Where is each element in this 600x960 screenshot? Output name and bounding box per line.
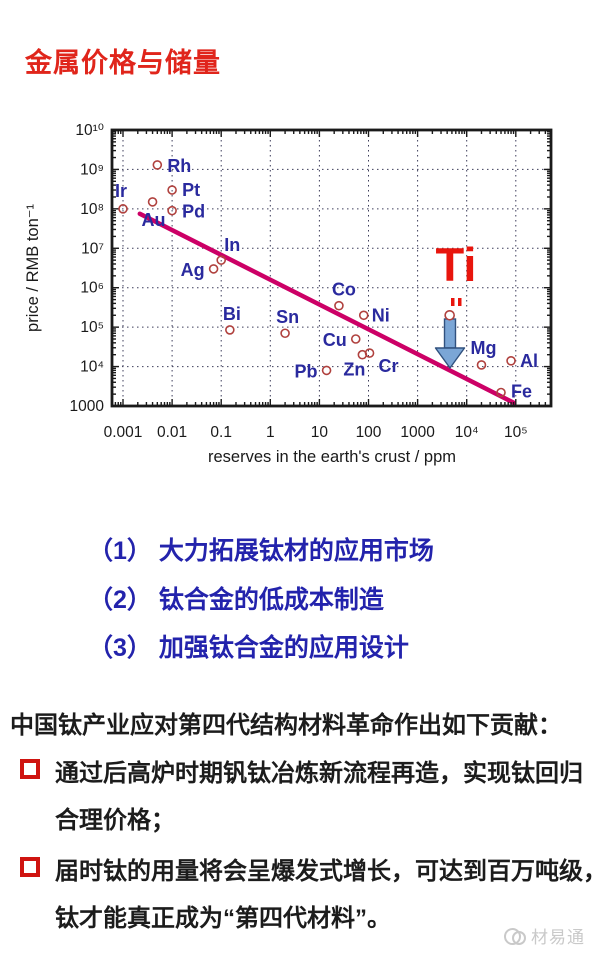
goal-item-1: （1） 大力拓展钛材的应用市场: [88, 537, 434, 565]
y-tick-label: 10⁵: [80, 319, 104, 336]
data-point-In: [216, 255, 226, 265]
bullet-1-line-2: 合理价格；: [55, 807, 175, 834]
point-label-Rh: Rh: [167, 156, 191, 176]
point-label-Ir: Ir: [115, 181, 127, 201]
bullet-1-line-1: 通过后高炉时期钒钛冶炼新流程再造，实现钛回归: [55, 760, 583, 787]
data-point-Au: [147, 197, 158, 207]
y-tick-label: 10¹⁰: [75, 122, 104, 139]
ti-quote-mark: [458, 298, 462, 306]
ti-label: Ti: [436, 238, 477, 291]
point-label-Zn: Zn: [343, 360, 365, 380]
tick-labels: 0.001 0.01 0.1 1 10 100 1000 10⁴ 10⁵ 1000 10⁴ 10⁵ 10…: [70, 122, 528, 441]
data-point-Ti: [444, 309, 455, 321]
watermark-logo-icon: [504, 925, 526, 947]
x-tick-label: 10: [311, 424, 329, 441]
data-point-Al: [506, 356, 516, 366]
bullet-square-icon: [20, 759, 40, 779]
y-tick-label: 10⁷: [81, 240, 104, 257]
x-tick-label: 10⁵: [504, 424, 528, 441]
y-tick-label: 10⁸: [80, 201, 104, 218]
data-point-Mg: [476, 360, 487, 370]
data-point-Pb: [321, 365, 332, 376]
point-label-Cu: Cu: [323, 330, 347, 350]
price-drop-arrow-shaft: [443, 318, 457, 349]
data-point-Fe: [496, 387, 506, 398]
point-label-Al: Al: [520, 351, 538, 371]
price-drop-arrow-head: [434, 347, 466, 369]
point-label-Pb: Pb: [295, 361, 318, 381]
data-point-Pd: [167, 205, 177, 216]
x-tick-label: 1000: [400, 424, 435, 441]
x-tick-label: 0.1: [210, 424, 232, 441]
ti-quote-mark: [451, 298, 455, 306]
point-label-In: In: [224, 235, 240, 255]
data-point-Ni: [358, 310, 369, 321]
bullet-2-line-1: 届时钛的用量将会呈爆发式增长，可达到百万吨级，: [55, 858, 600, 885]
bullet-item-1: 通过后高炉时期钒钛冶炼新流程再造，实现钛回归 合理价格；: [20, 750, 583, 844]
y-tick-label: 1000: [70, 398, 105, 415]
goal-item-3: （3） 加强钛合金的应用设计: [88, 634, 409, 662]
point-label-Cr: Cr: [379, 356, 399, 376]
contribution-heading: 中国钛产业应对第四代结构材料革命作出如下贡献：: [10, 712, 562, 739]
bullet-2-line-2: 钛才能真正成为“第四代材料”。: [55, 905, 391, 932]
data-point-Cr: [364, 348, 375, 358]
data-point-Pt: [167, 185, 177, 195]
point-label-Fe: Fe: [511, 381, 532, 401]
point-label-Au: Au: [142, 210, 166, 230]
watermark: 材易通: [504, 923, 585, 948]
data-point-Co: [334, 300, 344, 311]
x-tick-label: 0.01: [157, 424, 187, 441]
x-tick-label: 1: [266, 424, 275, 441]
price-trend-line: [137, 211, 517, 406]
data-point-Rh: [152, 160, 163, 170]
watermark-text: 材易通: [531, 928, 585, 947]
x-axis-title: reserves in the earth's crust / ppm: [208, 448, 456, 466]
y-axis-title: price / RMB ton⁻¹: [24, 204, 42, 332]
point-label-Sn: Sn: [276, 307, 299, 327]
x-tick-label: 10⁴: [455, 424, 479, 441]
page-title: 金属价格与储量: [25, 48, 221, 78]
point-label-Bi: Bi: [223, 304, 241, 324]
data-point-Ir: [118, 204, 128, 214]
y-tick-label: 10⁶: [80, 280, 104, 297]
point-label-Pt: Pt: [182, 180, 200, 200]
y-tick-label: 10⁹: [80, 161, 104, 178]
y-tick-label: 10⁴: [80, 359, 104, 376]
goal-item-2: （2） 钛合金的低成本制造: [88, 586, 384, 614]
data-point-Bi: [225, 325, 235, 335]
ti-annotation: Ti: [434, 238, 477, 369]
bullet-item-2: 届时钛的用量将会呈爆发式增长，可达到百万吨级， 钛才能真正成为“第四代材料”。: [20, 848, 600, 942]
bullet-square-icon: [20, 857, 40, 877]
x-tick-label: 100: [356, 424, 382, 441]
point-label-Ag: Ag: [181, 260, 205, 280]
plot-frame: [110, 128, 553, 408]
x-tick-label: 0.001: [104, 424, 143, 441]
point-label-Pd: Pd: [182, 202, 205, 222]
data-point-Cu: [350, 334, 361, 344]
data-point-Sn: [280, 328, 290, 339]
point-label-Mg: Mg: [470, 338, 496, 358]
data-point-Ag: [208, 264, 219, 274]
point-label-Co: Co: [332, 280, 356, 300]
point-label-Ni: Ni: [372, 305, 390, 325]
